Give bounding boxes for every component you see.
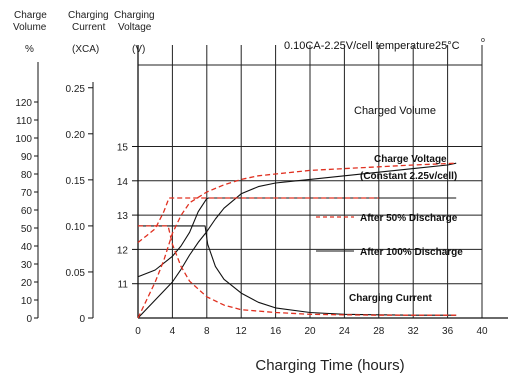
grid — [138, 45, 483, 318]
volume-tick-label: 90 — [21, 152, 33, 163]
after100-charging-current-line — [138, 225, 457, 316]
chart-title: 0.10CA-2.25V/cell temperature25°C — [284, 40, 460, 52]
chart-title-degree: o — [481, 37, 485, 44]
x-tick-label: 28 — [373, 326, 385, 337]
current-axis-header-2: Current — [72, 22, 106, 33]
after50-charging-voltage-line — [137, 197, 379, 244]
volume-tick-label: 50 — [21, 224, 33, 235]
volume-tick-label: 0 — [26, 314, 32, 325]
voltage-tick-label: 13 — [117, 211, 129, 222]
x-tick-label: 32 — [408, 326, 420, 337]
after50-charging-current-line — [138, 225, 457, 316]
annotation-charge-voltage-2: (Constant 2.25v/cell) — [360, 171, 457, 182]
legend-after50-label: After 50% Discharge — [360, 213, 458, 224]
x-tick-label: 0 — [135, 326, 141, 337]
volume-axis-header-2: Volume — [13, 22, 47, 33]
x-tick-label: 20 — [304, 326, 316, 337]
volume-tick-label: 120 — [15, 98, 32, 109]
x-axis-label: Charging Time (hours) — [255, 357, 404, 374]
x-tick-label: 40 — [476, 326, 488, 337]
volume-tick-label: 80 — [21, 170, 33, 181]
current-tick-label: 0.20 — [66, 130, 86, 141]
volume-tick-label: 70 — [21, 188, 33, 199]
legend: After 50% Discharge After 100% Discharge — [316, 213, 463, 258]
after50-charged-volume-line — [137, 162, 457, 319]
x-tick-label: 12 — [236, 326, 248, 337]
annotation-charged-volume: Charged Volume — [354, 105, 436, 117]
axes: 0 4 8 12 16 20 24 28 32 36 40 11 12 13 14 15 0 0.05 0.10 0.… — [15, 45, 508, 337]
volume-tick-label: 110 — [16, 116, 32, 127]
current-tick-label: 0.15 — [66, 176, 86, 187]
x-tick-label: 16 — [270, 326, 282, 337]
voltage-tick-label: 15 — [117, 143, 129, 154]
after100-charged-volume-line — [137, 162, 457, 319]
after100-charging-voltage-line — [137, 197, 457, 278]
volume-tick-label: 30 — [21, 260, 33, 271]
current-tick-label: 0.10 — [66, 222, 86, 233]
current-axis-unit: (XCA) — [72, 44, 99, 55]
volume-tick-label: 60 — [21, 206, 33, 217]
volume-tick-label: 100 — [15, 134, 32, 145]
current-tick-label: 0.25 — [66, 84, 86, 95]
voltage-axis-header-2: Voltage — [118, 22, 152, 33]
legend-after100-label: After 100% Discharge — [360, 247, 463, 258]
voltage-tick-label: 11 — [118, 280, 129, 291]
x-tick-label: 8 — [204, 326, 210, 337]
voltage-tick-label: 12 — [117, 245, 129, 256]
current-tick-label: 0 — [79, 314, 85, 325]
volume-axis-unit: % — [25, 44, 34, 55]
voltage-tick-label: 14 — [117, 177, 129, 188]
current-tick-label: 0.05 — [66, 268, 86, 279]
volume-tick-label: 10 — [21, 296, 33, 307]
curves — [137, 162, 457, 319]
volume-tick-label: 20 — [21, 278, 33, 289]
voltage-axis-unit: (V) — [132, 44, 145, 55]
x-tick-label: 4 — [170, 326, 176, 337]
x-tick-label: 36 — [442, 326, 454, 337]
current-axis-header-1: Charging — [68, 10, 109, 21]
x-tick-label: 24 — [339, 326, 351, 337]
voltage-axis-header-1: Charging — [114, 10, 155, 21]
volume-tick-label: 40 — [21, 242, 33, 253]
volume-axis-header-1: Charge — [14, 10, 47, 21]
annotation-charging-current: Charging Current — [349, 293, 432, 304]
annotation-charge-voltage-1: Charge Voltage — [374, 154, 447, 165]
